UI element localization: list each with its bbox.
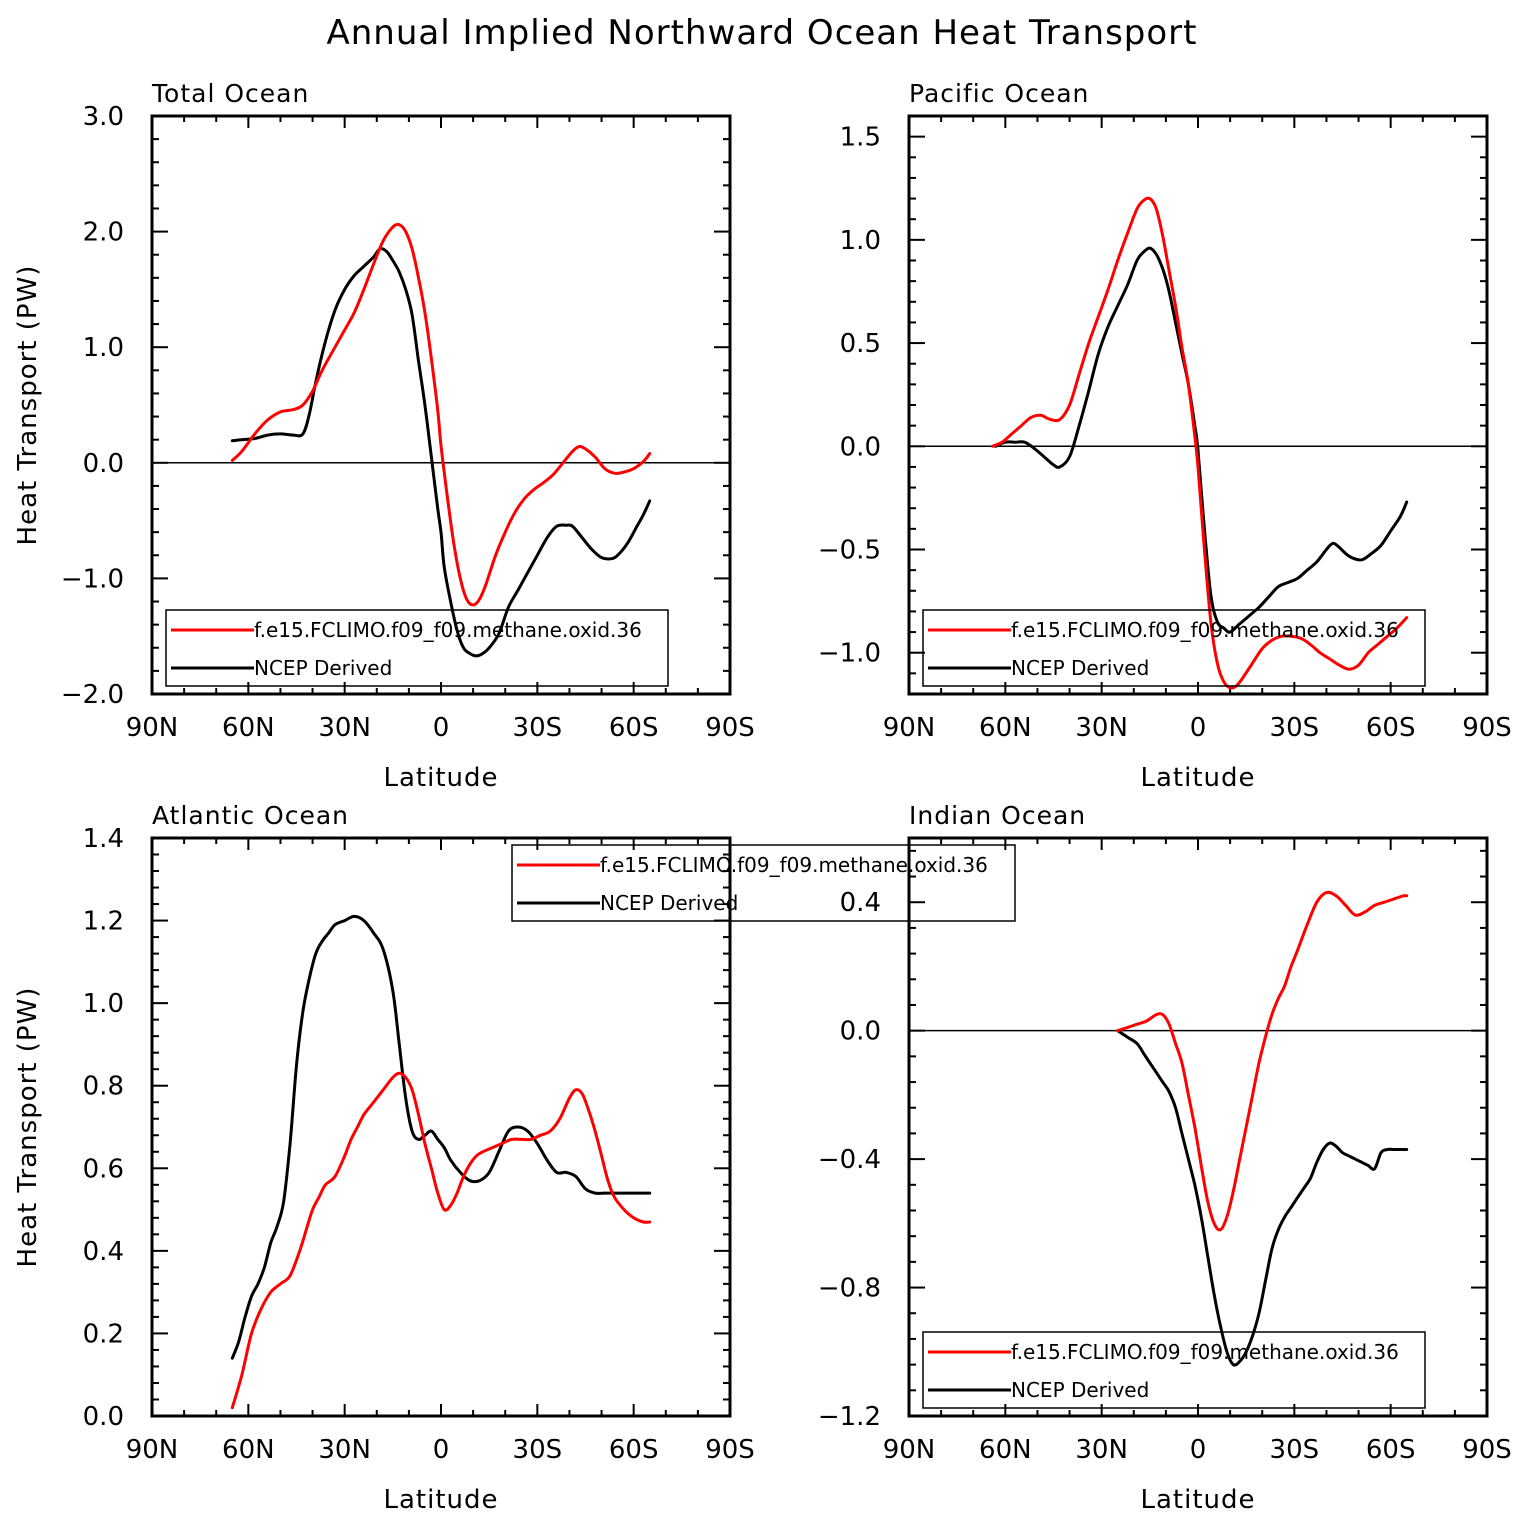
legend-label: f.e15.FCLIMO.f09_f09.methane.oxid.36 — [1011, 618, 1399, 642]
y-tick-label: 3.0 — [83, 102, 124, 132]
y-tick-label: 0.0 — [83, 449, 124, 479]
x-tick-label: 0 — [433, 1435, 450, 1465]
legend: f.e15.FCLIMO.f09_f09.methane.oxid.36 NCEP… — [922, 1331, 1426, 1409]
legend: f.e15.FCLIMO.f09_f09.methane.oxid.36 NCEP… — [165, 609, 669, 687]
y-tick-label: 1.5 — [840, 123, 881, 153]
y-tick-label: 0.4 — [83, 1237, 124, 1267]
x-tick-label: 0 — [1190, 1435, 1207, 1465]
legend-box — [922, 609, 1426, 687]
panel-pacific: 90N 60N 30N 0 30S 60S 90S −1.0 −0.5 0.0 0.5 1.0 1.5 P… — [818, 79, 1512, 793]
series-line-model — [230, 1071, 652, 1410]
x-tick-label: 90S — [705, 1435, 755, 1465]
y-tick-label: 1.0 — [83, 333, 124, 363]
y-tick-label: −1.0 — [818, 639, 881, 669]
y-tick-label: 0.0 — [840, 432, 881, 462]
panel-title: Indian Ocean — [909, 801, 1086, 830]
x-tick-label: 30S — [513, 1435, 563, 1465]
y-tick-label: 0.0 — [840, 1017, 881, 1047]
x-tick-label: 60S — [609, 1435, 659, 1465]
series-line-model — [1116, 890, 1409, 1232]
y-tick-label: 0.5 — [840, 329, 881, 359]
plot-frame — [150, 836, 732, 1418]
x-axis-label: Latitude — [1140, 763, 1255, 793]
panel-indian: 90N 60N 30N 0 30S 60S 90S −1.2 −0.8 −0.4 0.0 0.4 Ind… — [818, 801, 1512, 1515]
legend: f.e15.FCLIMO.f09_f09.methane.oxid.36 NCEP… — [511, 844, 1016, 922]
legend: f.e15.FCLIMO.f09_f09.methane.oxid.36 NCEP… — [922, 609, 1426, 687]
y-tick-label: 1.2 — [83, 907, 124, 937]
x-tick-label: 30N — [1075, 1435, 1128, 1465]
series-line-model — [991, 196, 1409, 690]
x-tick-label: 0 — [1190, 713, 1207, 743]
y-tick-label: 1.4 — [83, 824, 124, 854]
x-tick-label: 60N — [222, 713, 275, 743]
legend-label: f.e15.FCLIMO.f09_f09.methane.oxid.36 — [1011, 1340, 1399, 1364]
plot-frame — [907, 114, 1489, 696]
series-line-ncep — [1116, 1029, 1409, 1367]
legend-box — [165, 609, 669, 687]
x-axis-label: Latitude — [383, 763, 498, 793]
legend-label: NCEP Derived — [600, 891, 738, 915]
panel-atlantic: 90N 60N 30N 0 30S 60S 90S 0.0 0.2 0.4 0.6 0.8 1.0 1.2… — [13, 801, 1016, 1515]
x-tick-label: 30N — [1075, 713, 1128, 743]
x-tick-label: 60N — [979, 1435, 1032, 1465]
x-axis-label: Latitude — [383, 1485, 498, 1515]
x-tick-label: 90N — [883, 1435, 936, 1465]
x-axis-label: Latitude — [1140, 1485, 1255, 1515]
panel-total: 90N 60N 30N 0 30S 60S 90S −2.0 −1.0 0.0 1.0 2.0 3.0 T… — [13, 79, 755, 793]
panel-title: Atlantic Ocean — [152, 801, 349, 830]
x-tick-label: 60N — [979, 713, 1032, 743]
plot-frame — [150, 114, 732, 696]
x-tick-label: 60S — [1366, 713, 1416, 743]
x-tick-label: 30S — [1270, 713, 1320, 743]
legend-box — [922, 1331, 1426, 1409]
y-tick-label: −0.4 — [818, 1145, 881, 1175]
y-tick-label: −1.2 — [818, 1402, 881, 1432]
panel-title: Total Ocean — [151, 79, 309, 108]
x-tick-label: 0 — [433, 713, 450, 743]
x-tick-label: 90N — [126, 713, 179, 743]
series-line-ncep — [994, 246, 1409, 634]
y-tick-label: 0.2 — [83, 1319, 124, 1349]
y-axis-label: Heat Transport (PW) — [13, 987, 43, 1268]
legend-label: NCEP Derived — [1011, 656, 1149, 680]
y-tick-label: −0.5 — [818, 536, 881, 566]
legend-box — [511, 844, 1016, 922]
x-tick-label: 60S — [609, 713, 659, 743]
y-tick-label: −1.0 — [61, 564, 124, 594]
y-tick-label: 0.8 — [83, 1072, 124, 1102]
x-tick-label: 90S — [1462, 1435, 1512, 1465]
legend-label: f.e15.FCLIMO.f09_f09.methane.oxid.36 — [600, 853, 988, 877]
x-tick-label: 30S — [1270, 1435, 1320, 1465]
plot-frame — [907, 836, 1489, 1418]
series-line-ncep — [230, 247, 652, 658]
y-tick-label: 1.0 — [83, 989, 124, 1019]
series-line-model — [230, 222, 652, 607]
legend-label: f.e15.FCLIMO.f09_f09.methane.oxid.36 — [254, 618, 642, 642]
legend-label: NCEP Derived — [1011, 1378, 1149, 1402]
legend-label: NCEP Derived — [254, 656, 392, 680]
y-axis-label: Heat Transport (PW) — [13, 265, 43, 546]
figure-title: Annual Implied Northward Ocean Heat Tran… — [327, 13, 1198, 53]
y-tick-label: 0.4 — [840, 888, 881, 918]
y-tick-label: 0.6 — [83, 1154, 124, 1184]
series-line-ncep — [230, 914, 652, 1360]
y-tick-label: 1.0 — [840, 226, 881, 256]
x-tick-label: 30S — [513, 713, 563, 743]
y-tick-label: −2.0 — [61, 680, 124, 710]
x-tick-label: 90N — [126, 1435, 179, 1465]
x-tick-label: 90N — [883, 713, 936, 743]
y-tick-label: −0.8 — [818, 1274, 881, 1304]
x-tick-label: 90S — [705, 713, 755, 743]
x-tick-label: 30N — [318, 713, 371, 743]
y-tick-label: 0.0 — [83, 1402, 124, 1432]
x-tick-label: 30N — [318, 1435, 371, 1465]
y-tick-label: 2.0 — [83, 218, 124, 248]
x-tick-label: 90S — [1462, 713, 1512, 743]
x-tick-label: 60N — [222, 1435, 275, 1465]
x-tick-label: 60S — [1366, 1435, 1416, 1465]
panel-title: Pacific Ocean — [909, 79, 1089, 108]
